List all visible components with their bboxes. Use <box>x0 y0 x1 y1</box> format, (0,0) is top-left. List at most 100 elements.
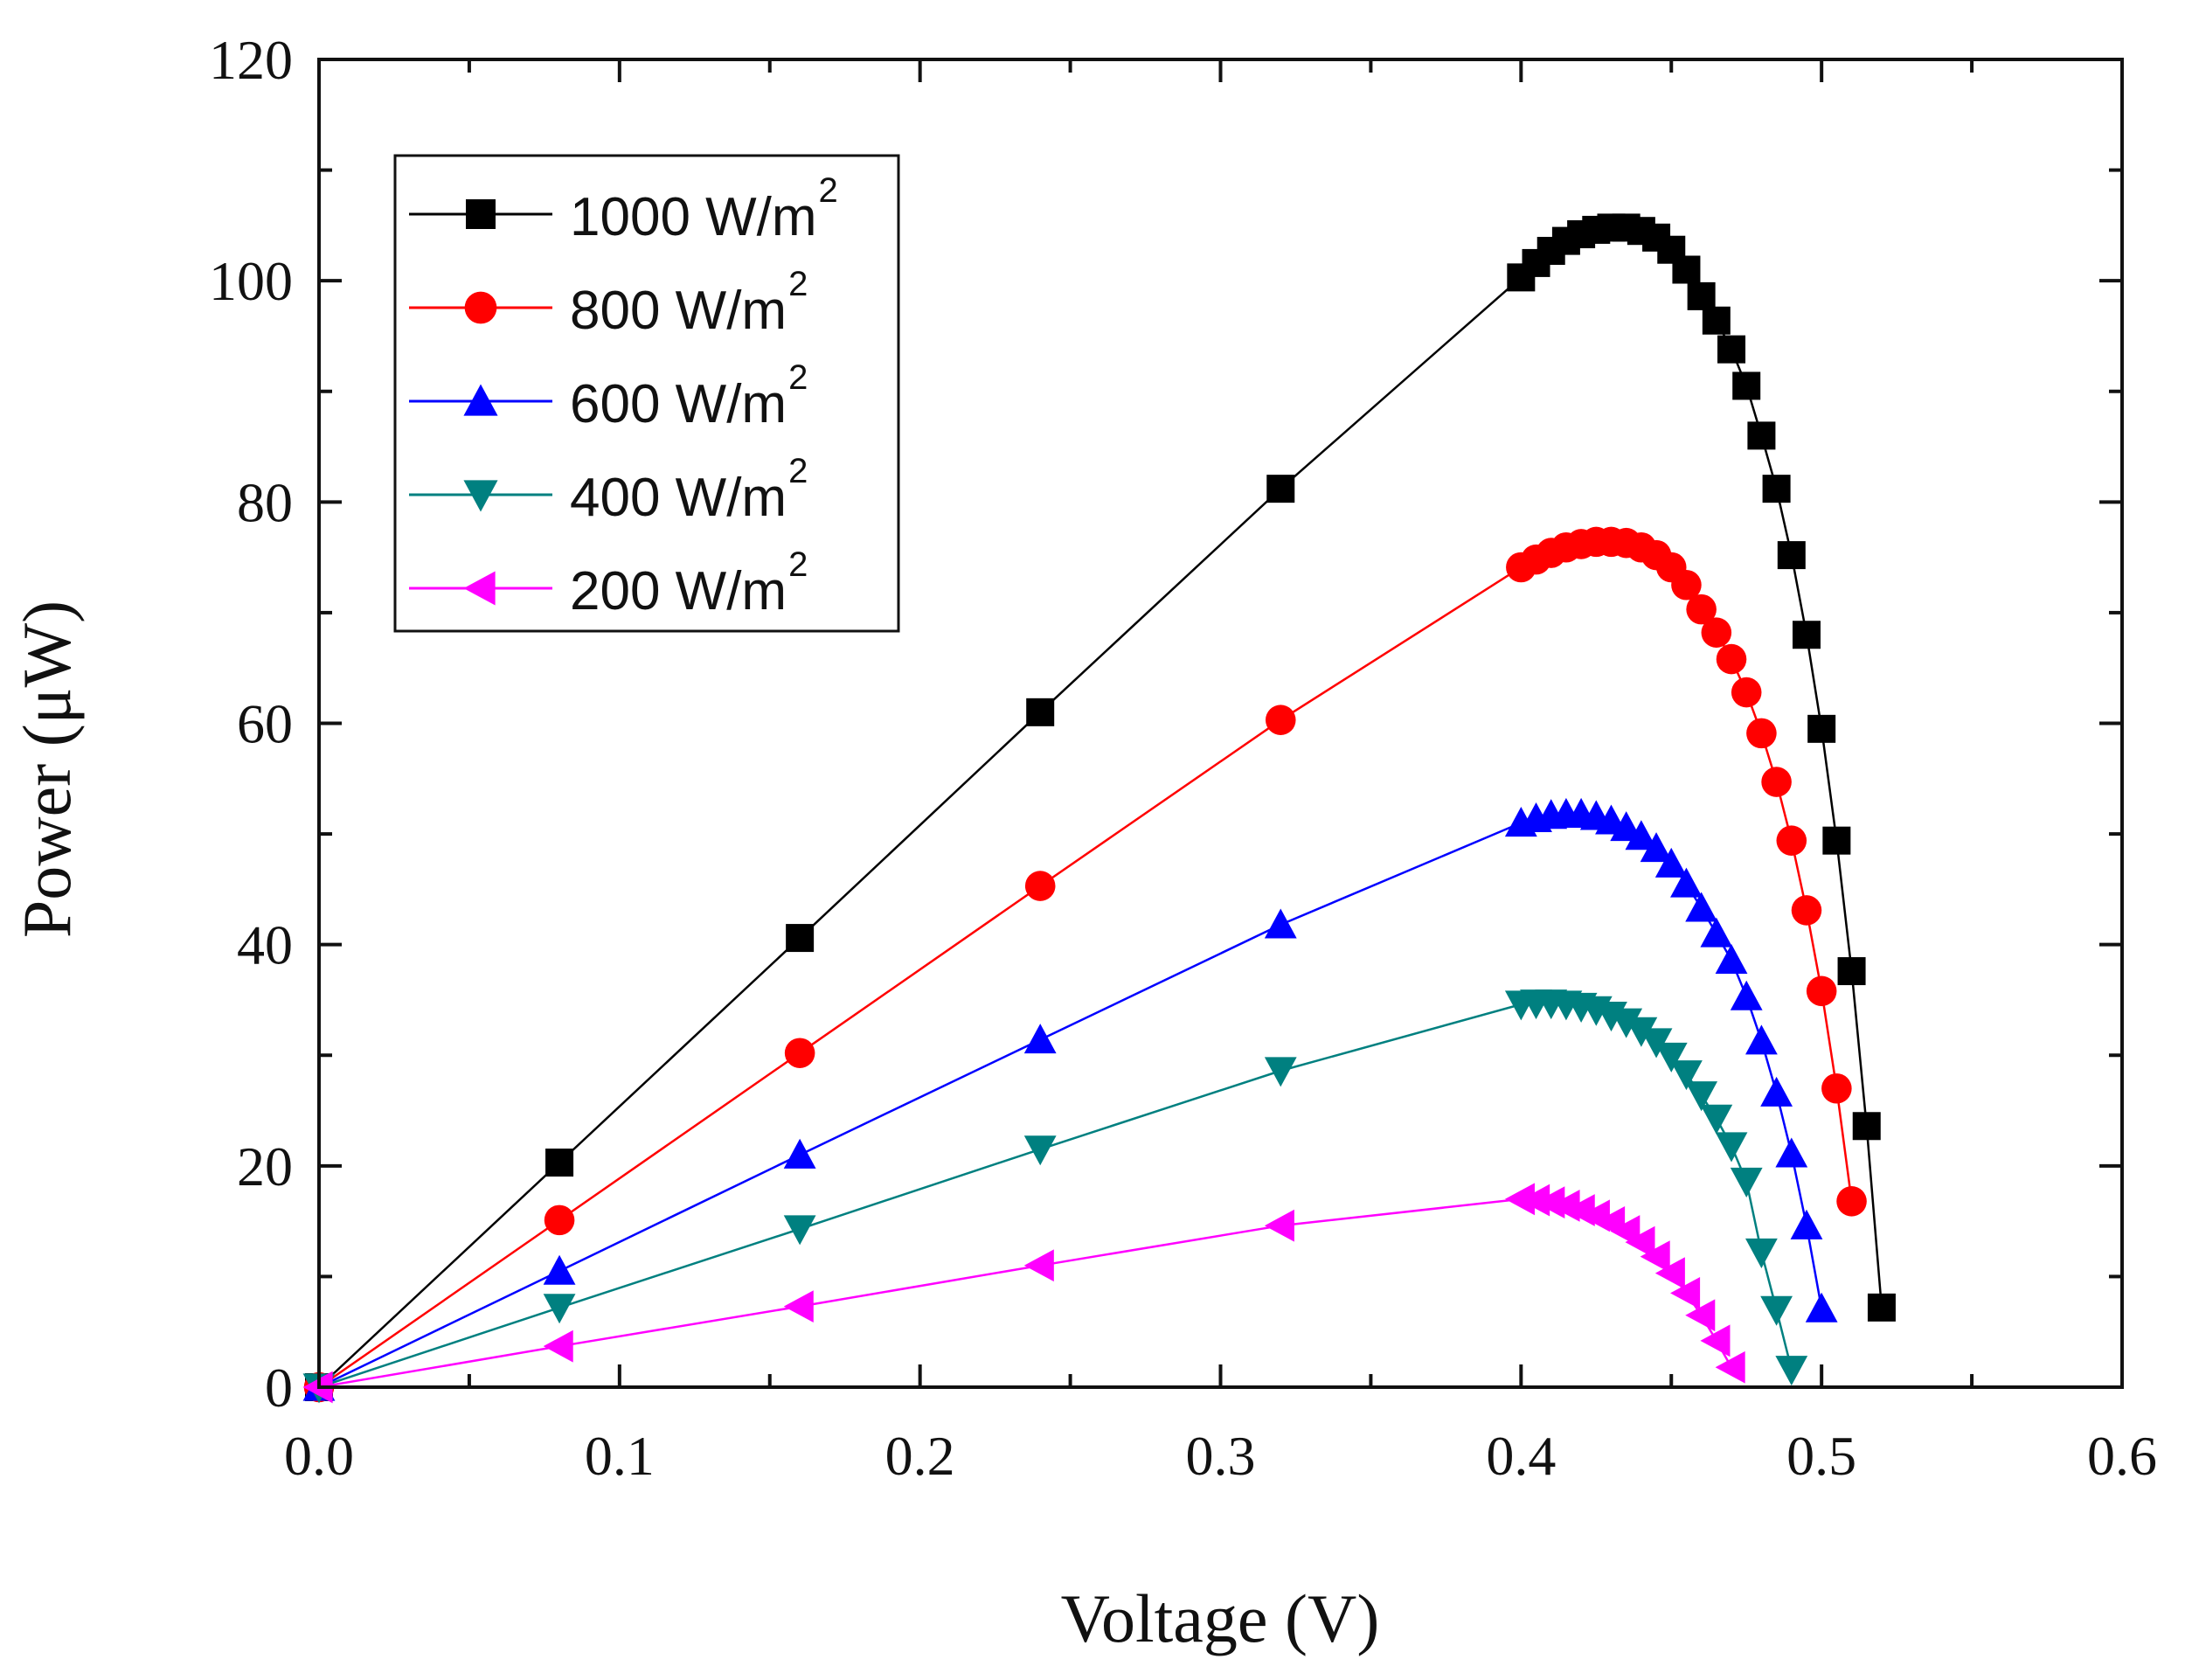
legend-item: 1000 W/m 2 <box>409 171 838 247</box>
y-tick-label: 0 <box>265 1357 293 1419</box>
plot-frame <box>317 58 2124 1389</box>
data-point <box>1640 1240 1670 1274</box>
data-point <box>1746 718 1777 749</box>
data-point <box>1822 826 1851 855</box>
data-point <box>1852 1112 1881 1141</box>
y-tick-label: 40 <box>237 914 293 976</box>
data-point <box>1685 1299 1716 1332</box>
data-point <box>1654 1257 1685 1290</box>
x-tick-label: 0.1 <box>585 1425 655 1487</box>
data-point <box>1730 1167 1763 1198</box>
data-point <box>1023 1024 1057 1054</box>
data-point <box>1625 820 1658 850</box>
legend-superscript: 2 <box>788 358 808 397</box>
data-point <box>1836 1186 1867 1217</box>
y-tick-label: 60 <box>237 693 293 755</box>
data-point <box>1700 1104 1733 1135</box>
data-point <box>1024 871 1056 901</box>
legend-marker <box>463 384 498 416</box>
data-point <box>1805 1292 1838 1322</box>
data-point <box>783 1215 816 1246</box>
data-point <box>1732 371 1761 400</box>
data-point <box>1775 1137 1808 1168</box>
y-tick-label: 100 <box>209 250 293 312</box>
y-tick-label: 20 <box>237 1135 293 1198</box>
data-point <box>1716 643 1747 675</box>
data-point <box>1264 1057 1297 1087</box>
data-point <box>1731 677 1762 708</box>
data-point <box>1520 1184 1550 1217</box>
x-tick-label: 0.2 <box>885 1425 955 1487</box>
legend-marker <box>464 291 497 324</box>
data-point <box>1266 475 1295 503</box>
data-point <box>1715 1350 1745 1384</box>
data-point <box>543 1329 573 1363</box>
data-point <box>786 924 815 953</box>
series-3 <box>302 989 1808 1404</box>
x-axis-title: Voltage (V) <box>1061 1580 1380 1656</box>
data-point <box>1760 1295 1793 1326</box>
data-point <box>1792 621 1821 649</box>
data-point <box>1790 1209 1823 1239</box>
data-point <box>1837 957 1866 986</box>
legend-marker <box>463 571 496 606</box>
legend-marker <box>466 199 496 229</box>
legend-item: 200 W/m 2 <box>409 545 808 621</box>
x-tick-label: 0.0 <box>284 1425 354 1487</box>
data-point <box>783 1138 816 1169</box>
data-point <box>1777 541 1806 570</box>
data-point <box>1671 569 1702 600</box>
data-point <box>1700 1324 1731 1357</box>
data-point <box>1745 1024 1778 1055</box>
data-point <box>1806 975 1837 1007</box>
legend-label: 1000 W/m <box>570 187 817 247</box>
data-point <box>1730 980 1763 1010</box>
data-point <box>1867 1293 1896 1322</box>
data-point <box>1745 1238 1778 1268</box>
y-tick-label: 120 <box>209 29 293 91</box>
data-point <box>1625 1017 1658 1047</box>
data-point <box>543 1254 576 1285</box>
legend-marker <box>463 480 498 512</box>
legend-label: 800 W/m <box>570 281 787 341</box>
data-point <box>1023 1249 1054 1282</box>
data-point <box>544 1204 575 1236</box>
data-point <box>1672 255 1701 284</box>
y-tick-label: 80 <box>237 471 293 533</box>
data-point <box>543 1294 576 1324</box>
data-point <box>1821 1073 1852 1104</box>
legend-item: 400 W/m 2 <box>409 452 808 528</box>
data-point <box>1775 1356 1808 1386</box>
data-point <box>1625 1225 1655 1259</box>
y-axis-title: Power (μW) <box>9 600 85 938</box>
legend-superscript: 2 <box>788 452 808 490</box>
data-point <box>1265 705 1296 735</box>
data-point <box>1747 421 1776 450</box>
data-point <box>1760 1076 1793 1107</box>
data-point <box>1685 892 1718 922</box>
legend-item: 800 W/m 2 <box>409 265 808 341</box>
x-tick-label: 0.4 <box>1486 1425 1556 1487</box>
data-point <box>1670 1277 1701 1309</box>
data-point <box>1610 1008 1643 1038</box>
data-point <box>1654 847 1688 878</box>
data-point <box>1717 335 1746 364</box>
data-point <box>1264 908 1297 939</box>
data-point <box>1026 698 1055 726</box>
legend-superscript: 2 <box>819 171 838 210</box>
tick-labels: 0.0 0.1 0.2 0.3 0.4 0.5 0.6 0 20 40 60 80 100 120 <box>209 29 2157 1487</box>
data-point <box>1686 594 1717 625</box>
data-point <box>1685 1081 1718 1112</box>
data-point <box>783 1290 814 1322</box>
legend-label: 400 W/m <box>570 468 787 528</box>
data-point <box>1023 1135 1057 1166</box>
x-tick-label: 0.6 <box>2087 1425 2157 1487</box>
series-0 <box>305 213 1896 1401</box>
data-point <box>1762 475 1791 503</box>
data-point <box>1700 917 1733 948</box>
legend-label: 600 W/m <box>570 374 787 434</box>
data-point <box>1535 1186 1565 1219</box>
axis-ticks <box>317 58 2124 1389</box>
